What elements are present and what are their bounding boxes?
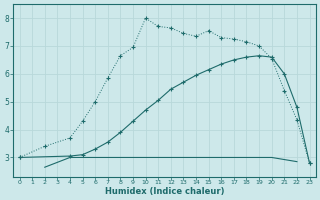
X-axis label: Humidex (Indice chaleur): Humidex (Indice chaleur) xyxy=(105,187,224,196)
